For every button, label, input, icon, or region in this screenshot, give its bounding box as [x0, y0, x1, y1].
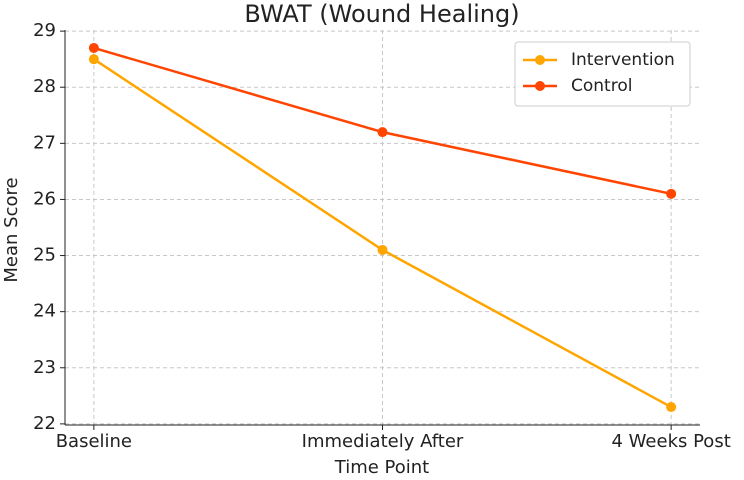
- legend-label: Control: [571, 76, 632, 96]
- data-point: [377, 244, 388, 255]
- y-tick-label: 25: [33, 245, 56, 266]
- y-tick-label: 23: [33, 357, 56, 378]
- data-point: [88, 42, 99, 53]
- data-point: [377, 127, 388, 138]
- data-point: [88, 54, 99, 65]
- y-tick-label: 22: [33, 413, 56, 434]
- legend-box: [514, 41, 691, 107]
- x-tick-label: Immediately After: [302, 431, 464, 452]
- y-tick-label: 29: [33, 20, 56, 41]
- legend-label: Intervention: [571, 50, 675, 70]
- legend-marker: [535, 55, 545, 65]
- y-tick-label: 26: [33, 188, 56, 209]
- y-axis-label: Mean Score: [1, 177, 22, 282]
- y-tick-label: 27: [33, 132, 56, 153]
- y-tick-label: 28: [33, 76, 56, 97]
- y-tick-label: 24: [33, 301, 56, 322]
- x-axis-label: Time Point: [334, 457, 429, 478]
- x-tick-label: 4 Weeks Post: [612, 431, 731, 452]
- data-point: [666, 188, 677, 199]
- chart-title: BWAT (Wound Healing): [244, 0, 519, 28]
- x-tick-label: Baseline: [56, 431, 132, 452]
- data-point: [666, 402, 677, 413]
- legend-marker: [535, 81, 545, 91]
